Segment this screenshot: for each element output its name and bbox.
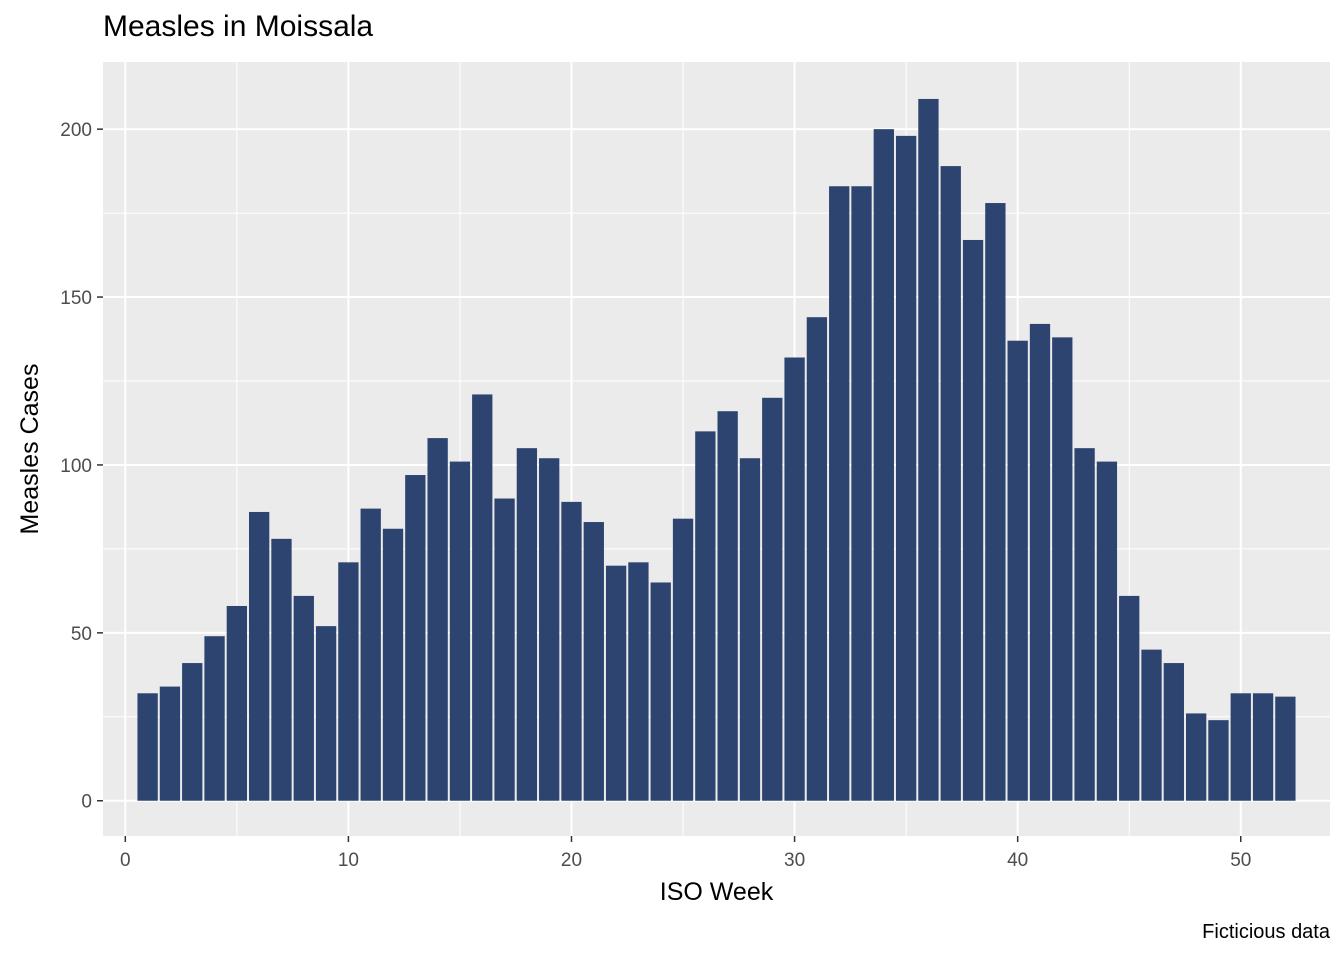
bar-week-41 [1029,323,1051,801]
y-tick-label: 200 [60,120,92,141]
x-tick-label: 50 [1230,850,1251,871]
bar-week-7 [271,538,292,801]
bar-week-13 [405,475,426,801]
bar-week-20 [561,501,582,801]
bar-week-47 [1163,663,1184,801]
bar-week-11 [360,508,381,801]
bar-week-28 [739,458,761,801]
bar-week-16 [472,394,493,801]
bar-week-4 [204,636,225,801]
bar-week-29 [762,397,783,801]
bar-week-36 [918,98,939,801]
bar-week-21 [583,522,604,801]
bar-week-45 [1119,595,1140,801]
bar-week-38 [962,239,984,801]
bar-week-32 [829,186,850,801]
bar-week-49 [1208,720,1229,801]
bar-week-8 [293,595,314,801]
bar-week-23 [628,562,649,801]
bar-week-50 [1230,693,1251,801]
bar-week-15 [449,461,471,801]
bar-week-51 [1252,693,1274,801]
bar-week-12 [382,528,404,801]
bar-week-27 [717,411,738,801]
bar-week-22 [605,565,627,801]
bar-week-40 [1007,340,1028,801]
bar-week-5 [226,605,248,801]
bar-week-42 [1052,337,1073,801]
bar-week-34 [873,129,894,801]
bar-week-25 [672,518,694,801]
bar-week-2 [159,686,181,801]
y-tick-label: 50 [71,624,92,645]
bar-week-33 [851,186,872,801]
bar-week-46 [1141,649,1162,801]
x-tick-label: 10 [338,850,359,871]
x-tick-label: 40 [1007,850,1028,871]
y-tick-label: 100 [60,456,92,477]
y-tick-label: 150 [60,288,92,309]
bar-week-10 [338,562,359,801]
bar-week-19 [539,458,560,801]
bar-week-9 [315,626,337,801]
bars [137,98,1296,801]
bar-week-39 [985,203,1006,801]
bar-week-24 [650,582,671,801]
bar-week-30 [784,357,805,801]
bar-week-52 [1275,696,1296,801]
x-tick-label: 20 [561,850,582,871]
bar-week-18 [516,448,538,801]
bar-week-17 [494,498,515,801]
bar-week-1 [137,693,158,801]
x-axis-ticks: 0 10 20 30 40 50 [120,836,1251,871]
bar-week-43 [1074,448,1095,801]
chart-caption: Ficticious data [1202,921,1330,943]
y-tick-label: 0 [81,792,92,813]
bar-week-26 [695,431,716,801]
bar-week-6 [249,511,270,801]
bar-week-3 [182,663,203,801]
bar-week-44 [1096,461,1118,801]
bar-week-31 [806,317,828,801]
chart-title: Measles in Moissala [103,10,374,43]
y-axis-ticks: 0 50 100 150 200 [60,120,103,813]
x-tick-label: 30 [784,850,805,871]
bar-week-35 [895,135,917,801]
bar-week-37 [940,166,961,801]
y-axis-title: Measles Cases [16,364,44,535]
x-axis-title: ISO Week [660,878,774,906]
bar-week-48 [1185,713,1207,801]
bar-week-14 [427,438,448,801]
x-tick-label: 0 [120,850,131,871]
